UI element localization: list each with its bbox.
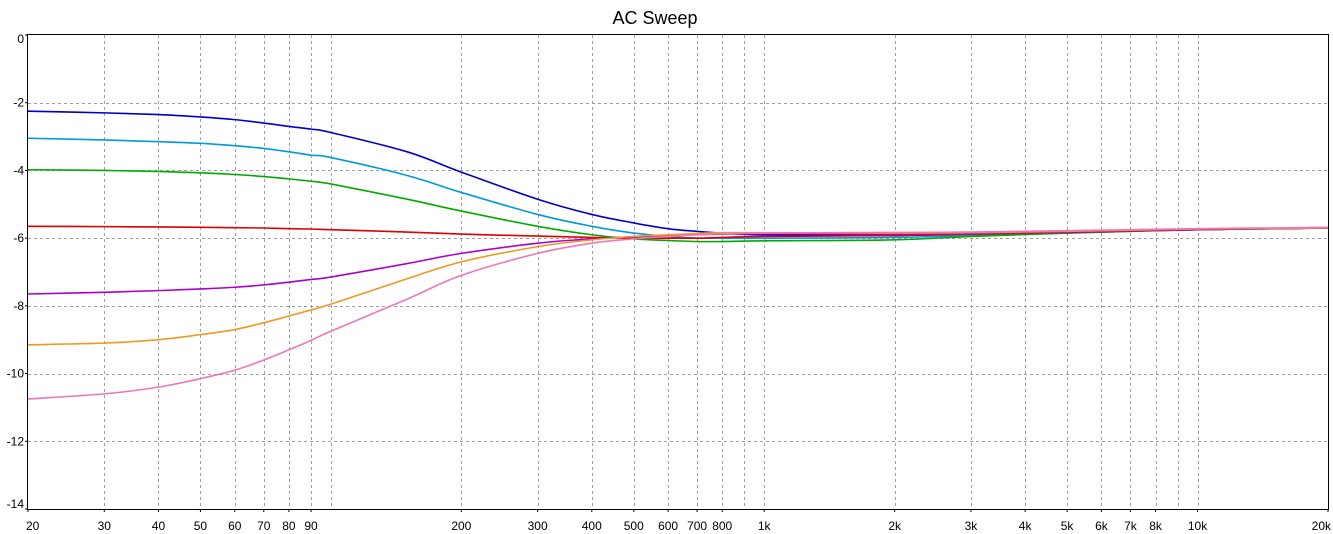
x-tick-label: 30 bbox=[98, 519, 112, 533]
x-tick-label: 200 bbox=[451, 519, 471, 533]
x-tick-label: 2k bbox=[888, 519, 902, 533]
grid bbox=[28, 35, 1328, 509]
y-tick-label: -14 bbox=[7, 497, 25, 511]
chart-title: AC Sweep bbox=[612, 8, 697, 28]
x-tick-label: 6k bbox=[1095, 519, 1109, 533]
y-tick-label: -6 bbox=[13, 231, 24, 245]
series-line-3 bbox=[27, 168, 1329, 243]
x-tick-label: 8k bbox=[1149, 519, 1163, 533]
x-tick-label: 300 bbox=[528, 519, 548, 533]
series-line-6 bbox=[27, 227, 1329, 346]
x-tick-label: 60 bbox=[228, 519, 242, 533]
x-tick-label: 3k bbox=[965, 519, 979, 533]
x-tick-label: 50 bbox=[194, 519, 208, 533]
y-tick-label: -4 bbox=[13, 163, 24, 177]
x-tick-label: 600 bbox=[658, 519, 678, 533]
y-tick-label: -2 bbox=[13, 96, 24, 110]
x-tick-label: 400 bbox=[582, 519, 602, 533]
series-layer bbox=[27, 110, 1329, 400]
series-line-7 bbox=[27, 226, 1329, 400]
x-axis-ticks: 20 30 40 50 60 70 80 90 200 300 400 500 600 700 800 1k 2… bbox=[26, 509, 1332, 533]
x-tick-label: 5k bbox=[1061, 519, 1075, 533]
x-tick-label: 40 bbox=[152, 519, 166, 533]
x-tick-label: 1k bbox=[758, 519, 772, 533]
x-tick-label: 800 bbox=[712, 519, 732, 533]
y-tick-label: -10 bbox=[7, 367, 25, 381]
x-tick-label: 4k bbox=[1019, 519, 1033, 533]
x-tick-label: 7k bbox=[1124, 519, 1138, 533]
plot-frame bbox=[27, 34, 1329, 510]
series-line-2 bbox=[27, 137, 1329, 240]
x-tick-label: 70 bbox=[257, 519, 271, 533]
y-tick-label: -12 bbox=[7, 434, 25, 448]
x-tick-label: 700 bbox=[687, 519, 707, 533]
x-tick-label: 10k bbox=[1188, 519, 1208, 533]
y-tick-label: -8 bbox=[13, 299, 24, 313]
x-tick-label: 500 bbox=[624, 519, 644, 533]
x-tick-label: 90 bbox=[304, 519, 318, 533]
x-tick-label: 20 bbox=[26, 519, 40, 533]
y-axis-ticks: 0 -2 -4 -6 -8 -10 -12 -14 bbox=[7, 32, 28, 511]
x-tick-label: 80 bbox=[282, 519, 296, 533]
x-tick-label: 20k bbox=[1312, 519, 1332, 533]
y-tick-label: 0 bbox=[17, 32, 24, 46]
